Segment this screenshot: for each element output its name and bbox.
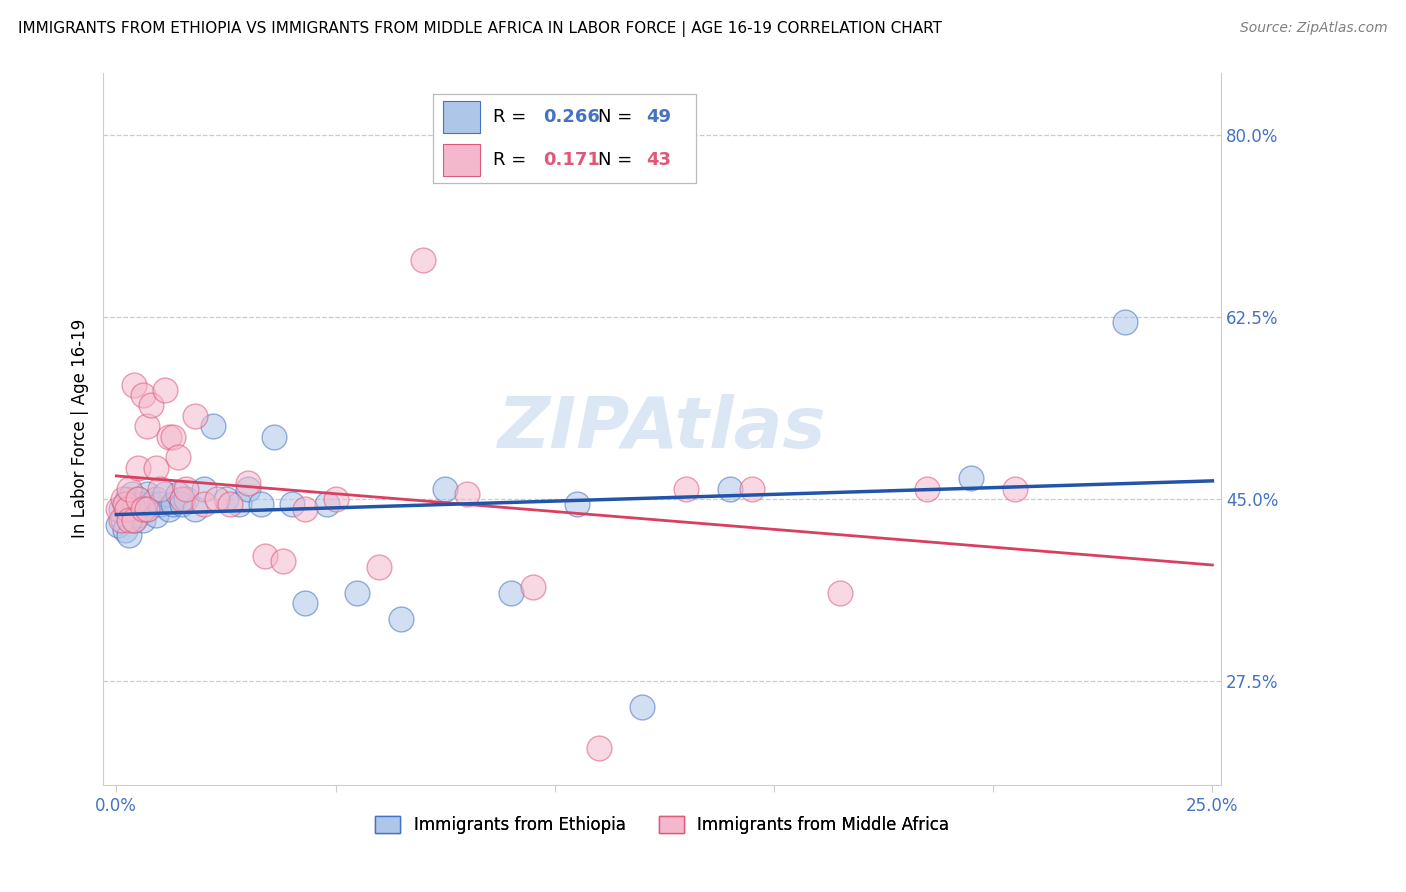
Point <box>184 409 207 423</box>
Point <box>184 502 207 516</box>
Point <box>145 491 167 506</box>
Point <box>127 491 149 506</box>
Point <box>141 399 163 413</box>
Point <box>228 497 250 511</box>
Point <box>131 502 153 516</box>
Point <box>205 491 228 506</box>
Text: Source: ZipAtlas.com: Source: ZipAtlas.com <box>1240 21 1388 35</box>
Point <box>315 497 337 511</box>
Point <box>122 513 145 527</box>
Point <box>250 497 273 511</box>
Point <box>522 580 544 594</box>
Point <box>193 482 215 496</box>
Point <box>325 491 347 506</box>
Point <box>176 491 198 506</box>
Point <box>718 482 741 496</box>
Point <box>125 497 148 511</box>
Point <box>129 502 152 516</box>
Point <box>149 482 172 496</box>
Point <box>141 497 163 511</box>
Text: ZIPAtlas: ZIPAtlas <box>498 394 827 463</box>
Point <box>499 585 522 599</box>
Point <box>122 377 145 392</box>
Point <box>565 497 588 511</box>
Point <box>588 741 610 756</box>
Point <box>136 487 159 501</box>
Point <box>166 450 188 465</box>
Point <box>127 460 149 475</box>
Point <box>131 497 153 511</box>
Point <box>118 482 141 496</box>
Point <box>294 502 316 516</box>
Point <box>131 513 153 527</box>
Point <box>412 252 434 267</box>
Point <box>215 491 238 506</box>
Point <box>117 502 139 516</box>
Point <box>1004 482 1026 496</box>
Point <box>157 502 180 516</box>
Point <box>271 554 294 568</box>
Point <box>294 596 316 610</box>
Point <box>136 419 159 434</box>
Point <box>828 585 851 599</box>
Point <box>149 497 172 511</box>
Point <box>346 585 368 599</box>
Point <box>162 430 184 444</box>
Point <box>162 497 184 511</box>
Text: IMMIGRANTS FROM ETHIOPIA VS IMMIGRANTS FROM MIDDLE AFRICA IN LABOR FORCE | AGE 1: IMMIGRANTS FROM ETHIOPIA VS IMMIGRANTS F… <box>18 21 942 37</box>
Point <box>219 497 242 511</box>
Point <box>107 502 129 516</box>
Point <box>236 482 259 496</box>
Point <box>131 388 153 402</box>
Point <box>170 497 193 511</box>
Point <box>107 518 129 533</box>
Point <box>127 491 149 506</box>
Point <box>110 502 132 516</box>
Point <box>127 508 149 522</box>
Point <box>263 430 285 444</box>
Point <box>118 528 141 542</box>
Point <box>917 482 939 496</box>
Point <box>157 430 180 444</box>
Point <box>254 549 277 563</box>
Point <box>114 523 136 537</box>
Point <box>145 460 167 475</box>
Point <box>145 508 167 522</box>
Point <box>122 513 145 527</box>
Point <box>456 487 478 501</box>
Y-axis label: In Labor Force | Age 16-19: In Labor Force | Age 16-19 <box>72 319 89 539</box>
Point <box>111 513 134 527</box>
Point <box>153 383 176 397</box>
Point <box>368 559 391 574</box>
Point <box>960 471 983 485</box>
Point <box>280 497 302 511</box>
Point <box>117 491 139 506</box>
Point <box>118 513 141 527</box>
Point <box>741 482 763 496</box>
Point <box>111 491 134 506</box>
Point <box>193 497 215 511</box>
Point <box>110 513 132 527</box>
Point <box>675 482 697 496</box>
Point <box>176 482 198 496</box>
Point <box>631 699 654 714</box>
Point <box>114 497 136 511</box>
Point <box>1114 315 1136 329</box>
Point <box>121 487 143 501</box>
Point <box>170 491 193 506</box>
Point <box>166 487 188 501</box>
Point <box>122 502 145 516</box>
Point <box>236 476 259 491</box>
Point <box>118 502 141 516</box>
Point <box>114 497 136 511</box>
Point <box>153 487 176 501</box>
Legend: Immigrants from Ethiopia, Immigrants from Middle Africa: Immigrants from Ethiopia, Immigrants fro… <box>368 809 956 840</box>
Point <box>434 482 457 496</box>
Point <box>201 419 224 434</box>
Point <box>136 502 159 516</box>
Point <box>389 611 412 625</box>
Point <box>136 502 159 516</box>
